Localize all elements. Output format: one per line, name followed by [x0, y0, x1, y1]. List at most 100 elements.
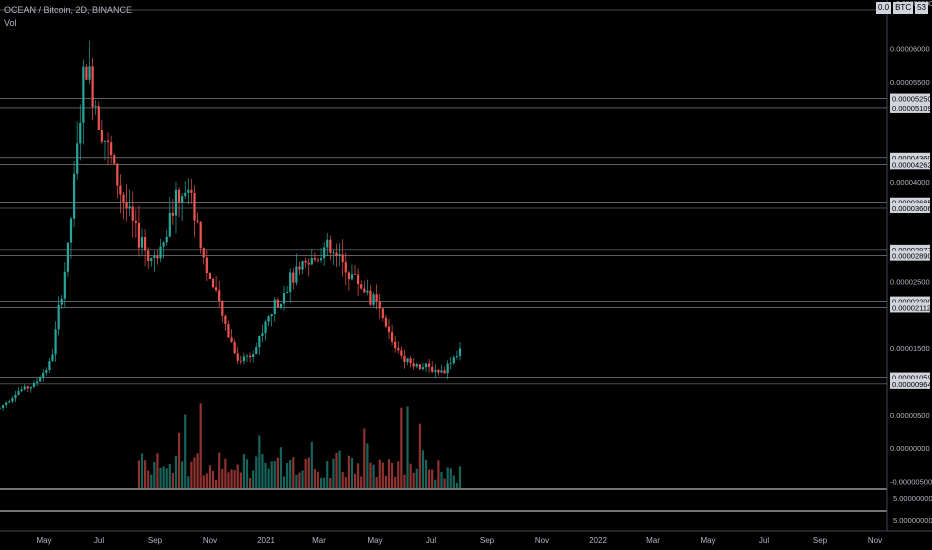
- volume-bar: [394, 477, 397, 488]
- volume-bar: [156, 453, 159, 488]
- candle: [394, 335, 397, 353]
- candle: [387, 319, 391, 340]
- volume-bar: [286, 463, 289, 488]
- volume-bar: [341, 472, 344, 488]
- volume-bar: [171, 473, 174, 488]
- volume-bar: [174, 455, 178, 488]
- h-level-label: 0.00004262: [890, 159, 932, 170]
- candle: [255, 342, 258, 355]
- volume-bar: [319, 477, 323, 488]
- volume-bar: [208, 465, 212, 488]
- volume-bar: [147, 470, 150, 488]
- volume-bar: [421, 450, 425, 488]
- candle: [215, 276, 218, 293]
- candle: [60, 294, 63, 309]
- h-level-label: 0.00002200: [890, 296, 932, 307]
- candle: [181, 192, 184, 221]
- candle: [156, 249, 159, 265]
- candle: [193, 185, 196, 238]
- candle: [273, 296, 276, 322]
- x-tick-label: Sep: [813, 536, 828, 545]
- svg-text:0.00000964: 0.00000964: [892, 380, 932, 389]
- volume-bar: [412, 472, 415, 488]
- x-tick-label: Jul: [426, 536, 436, 545]
- candle: [91, 57, 94, 121]
- candle: [245, 353, 249, 363]
- candle: [326, 233, 329, 256]
- candle: [110, 135, 113, 164]
- volume-bar: [434, 479, 437, 488]
- svg-text:0.00005250: 0.00005250: [892, 95, 932, 104]
- candle: [431, 361, 434, 374]
- candle: [147, 247, 150, 269]
- candle: [76, 121, 79, 180]
- candle: [316, 257, 320, 263]
- candle: [72, 160, 76, 228]
- volume-bar: [335, 452, 338, 488]
- h-level-label: 0.00004360: [890, 152, 932, 163]
- svg-text:0.00002890: 0.00002890: [892, 252, 932, 261]
- candle: [357, 268, 360, 297]
- candle: [94, 99, 97, 115]
- candle: [23, 384, 26, 391]
- candle: [304, 257, 307, 268]
- candle: [384, 314, 388, 329]
- currency-badge-c[interactable]: 53: [915, 2, 928, 14]
- candle: [14, 390, 17, 402]
- currency-badge-a[interactable]: 0.0: [875, 2, 892, 14]
- h-level-label: 0.00002977: [890, 244, 932, 255]
- volume-bar: [344, 477, 347, 488]
- candle: [335, 243, 338, 268]
- x-tick-label: May: [367, 536, 382, 545]
- volume-bar: [279, 447, 283, 488]
- candle: [165, 229, 168, 246]
- svg-text:0.00003606: 0.00003606: [892, 204, 932, 213]
- svg-text:0.00002200: 0.00002200: [892, 298, 932, 307]
- candle: [45, 367, 48, 376]
- candle: [162, 241, 165, 259]
- candle: [400, 346, 403, 359]
- volume-bar: [273, 460, 276, 488]
- volume-bar: [397, 461, 400, 488]
- volume-bar: [162, 466, 165, 488]
- h-level-label: 0.00003606: [890, 202, 932, 213]
- volume-bar: [406, 406, 409, 488]
- candle: [69, 216, 73, 259]
- candle: [0, 407, 2, 409]
- candle: [329, 235, 332, 261]
- volume-bar: [242, 454, 245, 488]
- candle: [443, 366, 446, 375]
- candle: [248, 352, 252, 363]
- volume-bar: [347, 455, 350, 488]
- volume-bar: [184, 414, 187, 488]
- candle: [140, 228, 144, 255]
- volume-bar: [428, 469, 431, 488]
- candle: [125, 184, 128, 222]
- candle: [446, 360, 449, 380]
- x-tick-label: Jul: [759, 536, 769, 545]
- volume-bar: [289, 460, 292, 488]
- volume-bar: [409, 463, 412, 488]
- candle: [276, 298, 279, 308]
- candle: [205, 249, 208, 282]
- candle: [51, 348, 54, 363]
- volume-bars: [137, 403, 462, 488]
- volume-bar: [205, 473, 208, 488]
- currency-badges: 0.0 BTC 53: [875, 2, 928, 14]
- x-tick-label: Sep: [148, 536, 163, 545]
- volume-bar: [418, 423, 421, 488]
- volume-bar: [449, 468, 452, 488]
- candle: [17, 386, 20, 396]
- candle: [403, 349, 406, 369]
- candle: [48, 358, 51, 373]
- currency-badge-b[interactable]: BTC: [893, 2, 914, 14]
- volume-bar: [443, 478, 446, 488]
- candle: [258, 335, 261, 355]
- volume-bar: [431, 469, 434, 488]
- candle: [119, 174, 122, 213]
- volume-bar: [193, 457, 196, 488]
- x-tick-label: Sep: [480, 536, 495, 545]
- volume-bar: [245, 459, 249, 488]
- candle: [298, 261, 301, 276]
- volume-bar: [168, 463, 171, 488]
